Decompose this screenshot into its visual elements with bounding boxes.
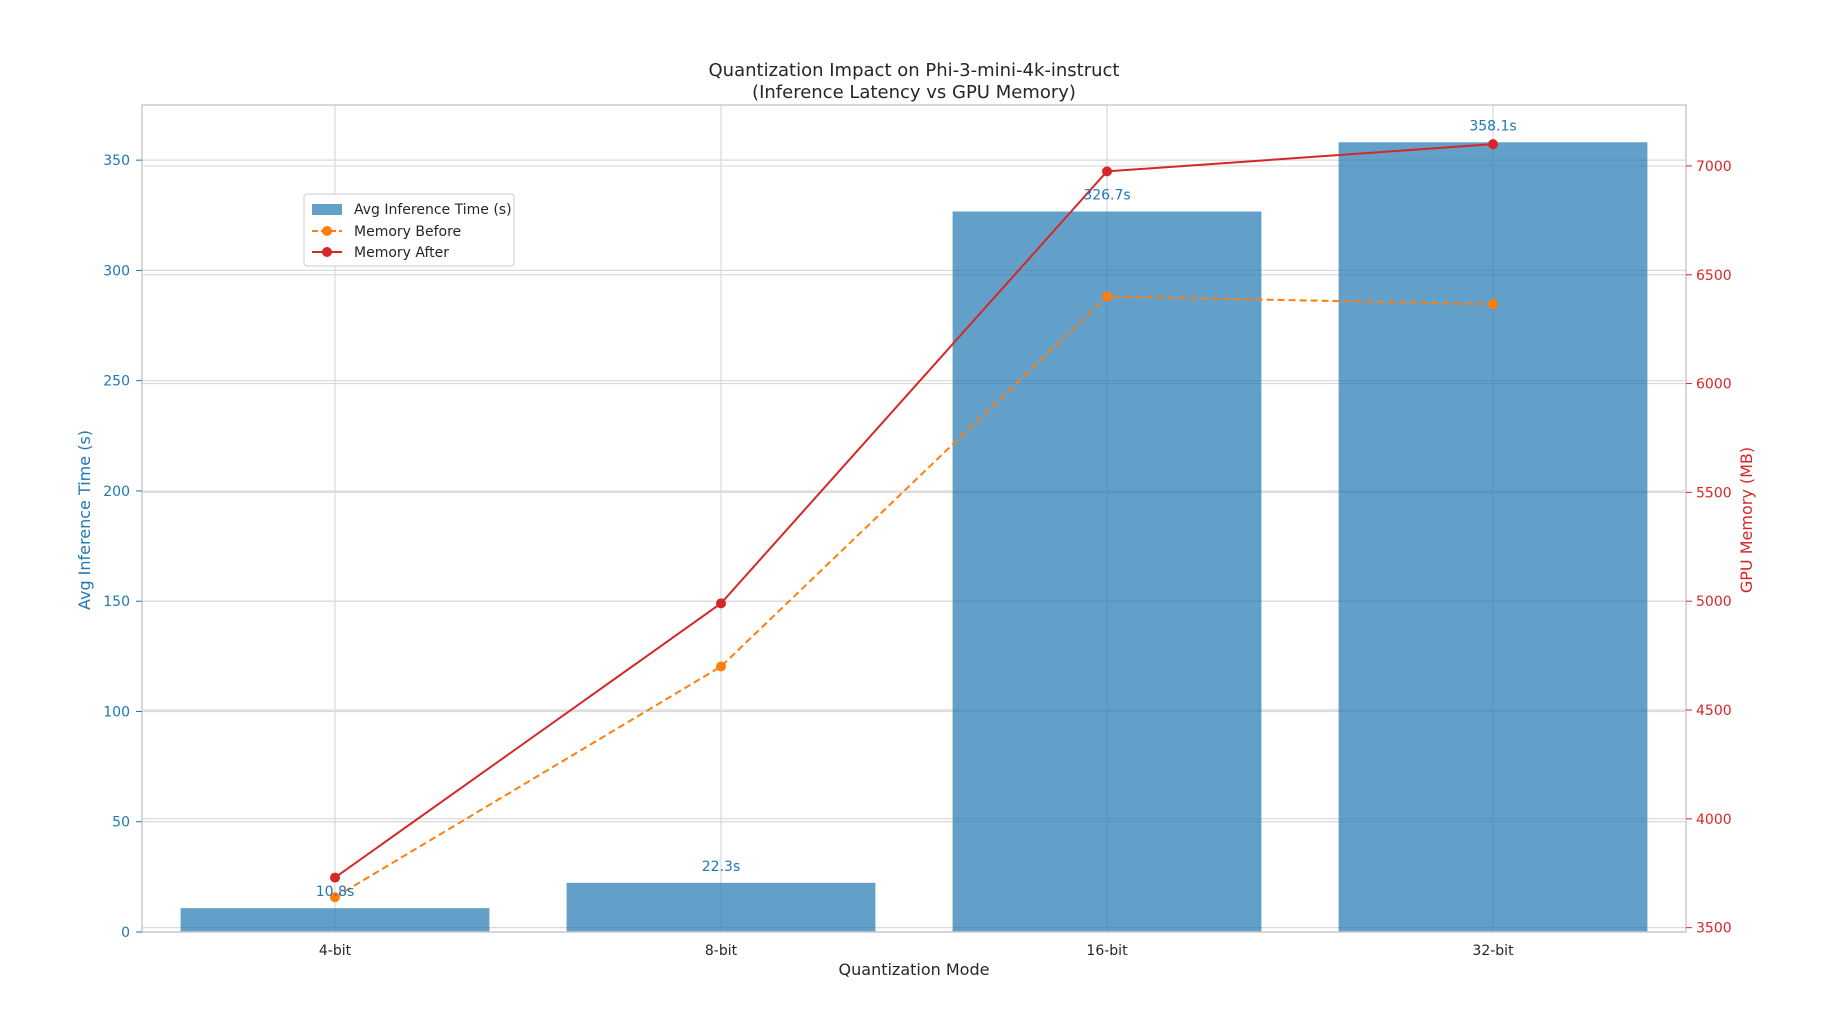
y2-tick-label: 5500 [1696,485,1732,501]
x-tick-label: 8-bit [705,943,738,959]
legend-label: Memory After [354,245,449,261]
series-point [330,872,340,883]
y2-tick-label: 5000 [1696,594,1732,610]
legend-swatch-bar [312,204,342,215]
series-line [334,143,1494,879]
chart-title-line1: Quantization Impact on Phi-3-mini-4k-ins… [709,60,1120,81]
y-tick-label: 250 [103,374,130,390]
bar-layer [180,142,1648,933]
y2-tick-label: 3500 [1696,921,1732,937]
series-point [1102,291,1112,302]
legend: Avg Inference Time (s) Memory Before Memor… [303,193,515,267]
y-tick-label: 0 [121,925,130,941]
y2-tick-label: 7000 [1696,159,1732,175]
bar-value-label: 22.3s [702,859,740,875]
x-tick-label: 16-bit [1086,943,1128,959]
legend-box [303,193,515,267]
series-point [1488,299,1498,310]
series-point [1488,139,1498,150]
axis-layer: 0 50 100 150 200 250 300 350 3500 4000 4500 5000 550… [103,104,1732,959]
y-tick-label: 300 [103,263,130,279]
y2-tick-label: 6000 [1696,377,1732,393]
series-point [330,892,340,903]
series-point [1102,166,1112,177]
y-axis-label-left: Avg Inference Time (s) [75,430,94,610]
line-layer [330,139,1498,903]
plot-frame [141,104,1687,933]
y2-tick-label: 4500 [1696,703,1732,719]
series-line [334,295,1494,899]
x-tick-label: 4-bit [319,943,352,959]
bar-value-label: 358.1s [1469,118,1516,134]
x-axis-label: Quantization Mode [839,960,990,979]
bar [180,908,490,932]
y-tick-label: 200 [103,484,130,500]
y-tick-label: 350 [103,153,130,169]
chart-title-line2: (Inference Latency vs GPU Memory) [752,82,1076,103]
y2-tick-label: 4000 [1696,812,1732,828]
y-tick-label: 100 [103,704,130,720]
legend-swatch-marker [322,226,332,236]
bar [566,882,876,932]
y-tick-label: 150 [103,594,130,610]
series-point [716,661,726,672]
bar [952,211,1262,933]
y2-tick-label: 6500 [1696,268,1732,284]
legend-label: Avg Inference Time (s) [354,202,512,218]
x-tick-label: 32-bit [1472,943,1514,959]
series-point [716,598,726,609]
label-layer: 10.8s 22.3s 326.7s 358.1s [316,118,1517,900]
bar-value-label: 326.7s [1083,188,1130,204]
bar-value-label: 10.8s [316,884,354,900]
legend-label: Memory Before [354,224,461,240]
bar [1338,142,1648,932]
y-axis-label-right: GPU Memory (MB) [1737,447,1756,593]
y-tick-label: 50 [112,815,130,831]
legend-swatch-marker [322,247,332,257]
